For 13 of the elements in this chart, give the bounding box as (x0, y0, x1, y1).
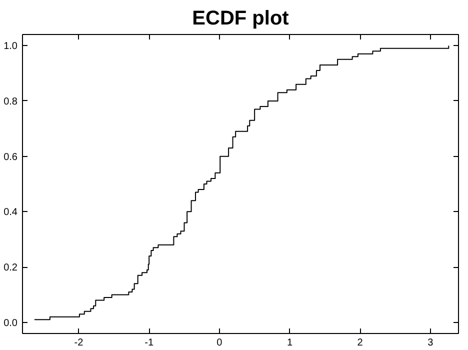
y-tick-label: 0.4 (4, 207, 18, 218)
x-tick-label: 2 (357, 338, 364, 348)
y-tick-label: 1.0 (4, 41, 18, 52)
x-tick-label: -1 (144, 338, 154, 348)
y-tick-label: 0.6 (4, 152, 18, 163)
x-tick-label: 1 (286, 338, 293, 348)
x-tick-label: -2 (74, 338, 84, 348)
x-tick-label: 0 (216, 338, 223, 348)
y-tick-label: 0.0 (4, 318, 18, 329)
chart-title: ECDF plot (192, 8, 290, 30)
x-tick-label: 3 (428, 338, 434, 348)
y-tick-label: 0.8 (4, 96, 18, 108)
y-tick-label: 0.2 (4, 262, 18, 274)
